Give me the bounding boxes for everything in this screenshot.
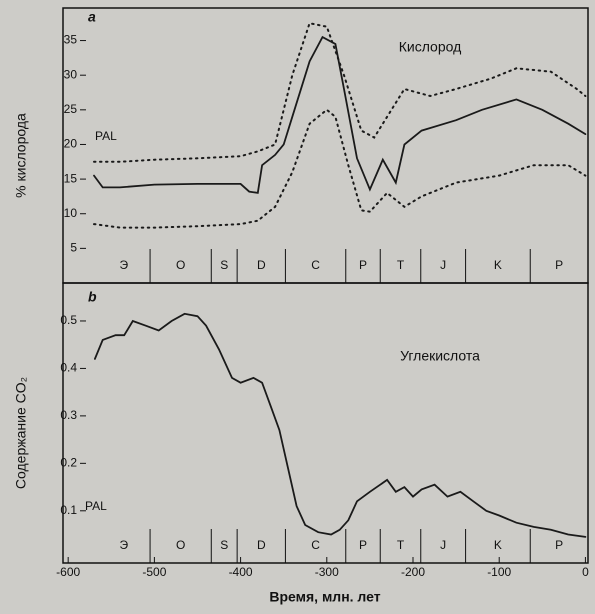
x-tick-label: -500 (142, 565, 166, 579)
y-tick-label: 0.3 (60, 408, 77, 422)
plot-frame (62, 282, 589, 564)
plot-frame (62, 7, 589, 284)
y-tick-label: 30 (64, 67, 78, 81)
x-tick-label: 0 (582, 565, 589, 579)
y-axis-label: Содержание CO₂ (13, 377, 29, 489)
y-tick-label: 10 (64, 206, 78, 220)
note: PAL (85, 499, 107, 513)
period-label: T (397, 538, 405, 552)
period-label: K (494, 538, 502, 552)
period-label: P (555, 258, 563, 272)
y-tick-label: 20 (64, 137, 78, 151)
x-tick-label: -100 (487, 565, 511, 579)
panel-label: b (88, 289, 97, 305)
data-line (93, 108, 587, 229)
period-label: O (176, 538, 185, 552)
period-label: C (311, 258, 320, 272)
period-label: D (257, 538, 266, 552)
series-label: Кислород (399, 39, 462, 55)
period-label: K (494, 258, 502, 272)
y-tick-label: 5 (70, 241, 77, 255)
x-tick-label: -200 (401, 565, 425, 579)
period-label: T (397, 258, 405, 272)
period-label: C (311, 538, 320, 552)
y-tick-label: 35 (64, 33, 78, 47)
data-line (94, 312, 587, 538)
data-line (93, 35, 587, 194)
period-label: O (176, 258, 185, 272)
period-label: P (359, 538, 367, 552)
period-label: S (220, 258, 228, 272)
period-label: Э (119, 258, 128, 272)
panel-label: a (88, 9, 96, 25)
period-label: P (359, 258, 367, 272)
y-tick-label: 0.2 (60, 456, 77, 470)
period-label: J (440, 538, 446, 552)
data-line (93, 22, 587, 163)
period-label: Э (119, 538, 128, 552)
x-tick-label: -400 (229, 565, 253, 579)
period-label: J (440, 258, 446, 272)
note: PAL (95, 129, 117, 143)
y-tick-label: 15 (64, 171, 78, 185)
y-tick-label: 25 (64, 102, 78, 116)
x-tick-label: -600 (56, 565, 80, 579)
y-tick-label: 0.4 (60, 361, 77, 375)
period-label: D (257, 258, 266, 272)
series-label: Углекислота (400, 348, 480, 364)
y-axis-label: % кислорода (13, 113, 29, 198)
period-label: P (555, 538, 563, 552)
y-tick-label: 0.1 (60, 503, 77, 517)
y-tick-label: 0.5 (60, 313, 77, 327)
x-axis-label: Время, млн. лет (269, 589, 380, 605)
x-tick-label: -300 (315, 565, 339, 579)
period-label: S (220, 538, 228, 552)
